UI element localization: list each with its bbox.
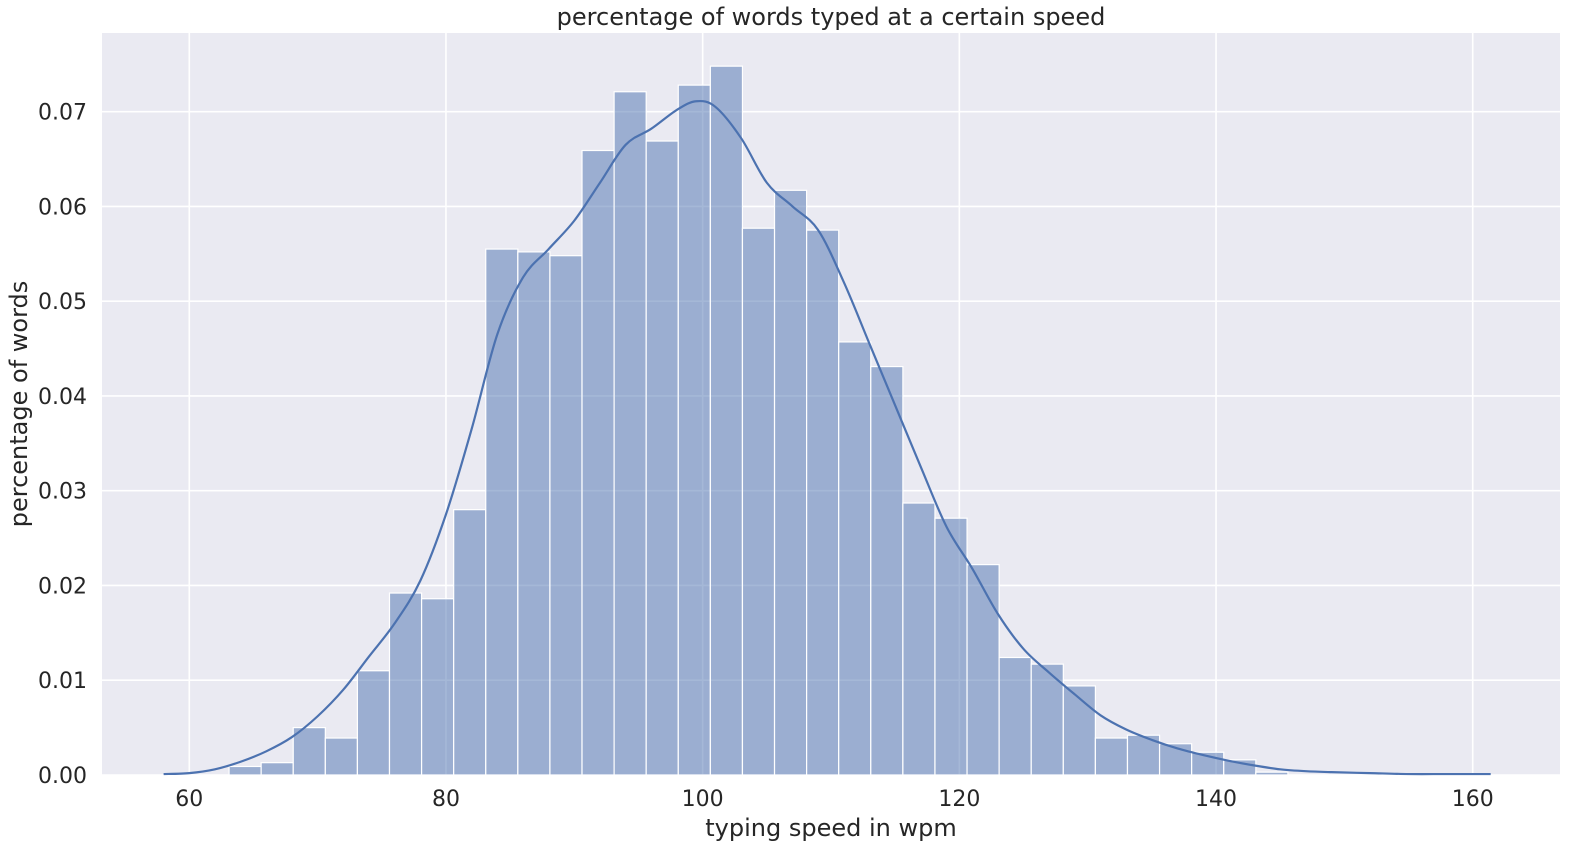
- x-tick-label: 100: [682, 787, 724, 812]
- histogram-bar: [581, 149, 615, 776]
- histogram-bar: [453, 509, 487, 776]
- histogram-bar: [420, 598, 455, 776]
- x-tick-label: 120: [938, 787, 980, 812]
- x-axis-label: typing speed in wpm: [705, 814, 956, 842]
- histogram-bar: [228, 765, 262, 776]
- histogram-bar: [388, 592, 423, 776]
- y-tick-label: 0.07: [38, 101, 87, 126]
- histogram-bar: [677, 84, 711, 776]
- y-tick-label: 0.06: [38, 195, 87, 220]
- histogram-bar: [356, 670, 391, 776]
- x-tick-label: 80: [432, 787, 460, 812]
- histogram-bar: [806, 229, 840, 776]
- y-tick-label: 0.00: [38, 764, 87, 789]
- histogram-bar: [517, 251, 551, 776]
- y-tick-label: 0.02: [38, 574, 87, 599]
- x-tick-label: 60: [175, 787, 203, 812]
- histogram-bar: [870, 365, 904, 776]
- y-tick-label: 0.01: [38, 669, 87, 694]
- histogram-bar: [838, 341, 872, 776]
- x-tick-label: 160: [1452, 787, 1494, 812]
- histogram-bar: [1094, 737, 1129, 776]
- y-axis-ticks: 0.00 0.01 0.02 0.03 0.04 0.05 0.06 0.07: [38, 101, 87, 789]
- histogram-bar: [998, 656, 1032, 776]
- histogram-bar: [645, 140, 679, 776]
- y-axis-label: percentage of words: [5, 281, 33, 528]
- histogram-bar: [292, 727, 326, 776]
- histogram-bar: [1062, 685, 1096, 776]
- kde-curve: [163, 99, 1491, 776]
- y-tick-label: 0.04: [38, 385, 87, 410]
- histogram-bar: [260, 762, 294, 776]
- histogram-bar: [741, 227, 776, 776]
- histogram-bars: [228, 65, 1289, 776]
- histogram-bar: [613, 91, 647, 776]
- y-tick-label: 0.05: [38, 290, 87, 315]
- x-tick-label: 140: [1195, 787, 1237, 812]
- histogram-bar: [1030, 663, 1064, 776]
- histogram-bar: [966, 564, 1000, 776]
- histogram-bar: [773, 189, 808, 776]
- histogram-bar: [934, 517, 968, 776]
- histogram-bar: [324, 737, 359, 776]
- histogram-bar: [485, 248, 519, 776]
- chart-title: percentage of words typed at a certain s…: [557, 3, 1106, 31]
- x-axis-ticks: 60 80 100 120 140 160: [175, 787, 1493, 812]
- histogram-bar: [709, 65, 744, 776]
- histogram-bar: [549, 255, 583, 776]
- histogram-bar: [1255, 771, 1289, 776]
- histogram-bar: [902, 502, 936, 776]
- y-tick-label: 0.03: [38, 480, 87, 505]
